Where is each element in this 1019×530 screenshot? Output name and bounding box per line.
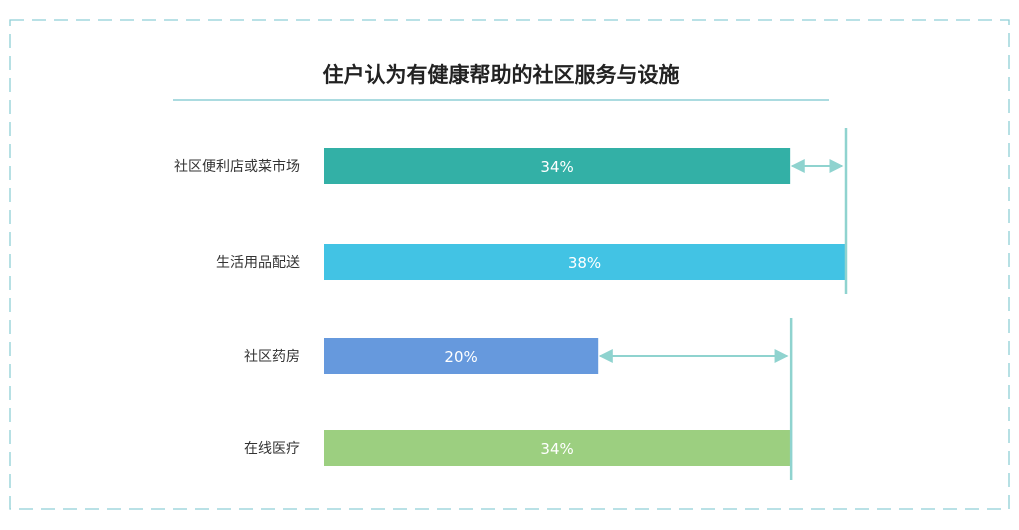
chart-title: 住户认为有健康帮助的社区服务与设施	[323, 63, 680, 87]
value-label-3: 20%	[444, 348, 477, 366]
category-label-1: 社区便利店或菜市场	[174, 158, 300, 175]
bar-4	[324, 430, 791, 466]
value-label-1: 34%	[540, 158, 573, 176]
category-label-3: 社区药房	[244, 349, 300, 365]
bar-2	[324, 244, 845, 280]
category-label-2: 生活用品配送	[216, 255, 300, 271]
bar-3	[324, 338, 599, 374]
bar-1	[324, 148, 791, 184]
value-label-2: 38%	[568, 254, 601, 272]
dashed-frame	[9, 19, 1010, 510]
category-label-4: 在线医疗	[244, 441, 300, 457]
value-label-4: 34%	[540, 440, 573, 458]
